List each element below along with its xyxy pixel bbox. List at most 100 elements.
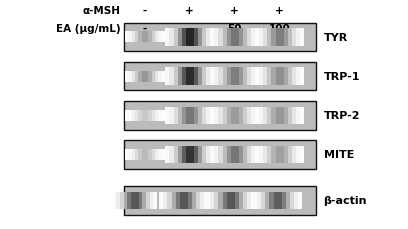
Bar [292, 146, 296, 163]
Bar [149, 32, 152, 43]
Bar [300, 29, 304, 46]
Bar [202, 29, 206, 46]
Bar [149, 110, 152, 121]
Bar [128, 32, 132, 43]
Bar [226, 192, 231, 209]
Bar [243, 107, 247, 124]
Bar [284, 29, 288, 46]
Bar [200, 192, 204, 209]
Bar [279, 29, 284, 46]
Bar [132, 32, 135, 43]
Bar [162, 110, 165, 121]
Bar [247, 68, 251, 85]
Bar [169, 29, 174, 46]
Bar [182, 146, 186, 163]
Bar [158, 110, 162, 121]
Text: -: - [143, 24, 147, 34]
Bar [279, 68, 284, 85]
Bar [214, 146, 219, 163]
Bar [288, 146, 292, 163]
Bar [145, 71, 149, 82]
Bar [162, 32, 165, 43]
Bar [218, 146, 223, 163]
Bar [218, 29, 223, 46]
Bar [190, 29, 194, 46]
Bar [271, 29, 276, 46]
Bar [138, 32, 142, 43]
Bar [142, 110, 145, 121]
Bar [145, 32, 149, 43]
Bar [177, 29, 182, 46]
Bar [218, 192, 223, 209]
Bar [182, 29, 186, 46]
Bar [204, 192, 208, 209]
Text: +: + [230, 6, 239, 16]
Bar [243, 146, 247, 163]
Bar [165, 29, 170, 46]
Text: +: + [275, 6, 284, 16]
Bar [243, 68, 247, 85]
Bar [145, 149, 149, 160]
Bar [292, 68, 296, 85]
Bar [271, 68, 276, 85]
Bar [206, 68, 211, 85]
Text: TRP-1: TRP-1 [324, 72, 360, 82]
Bar [145, 110, 149, 121]
Bar [210, 29, 215, 46]
Bar [267, 68, 272, 85]
Bar [206, 29, 211, 46]
Bar [231, 146, 235, 163]
Bar [251, 68, 255, 85]
Bar [125, 149, 129, 160]
Bar [210, 107, 215, 124]
Bar [239, 107, 243, 124]
Bar [300, 146, 304, 163]
Bar [182, 107, 186, 124]
Text: α-MSH: α-MSH [82, 6, 120, 16]
Bar [192, 192, 196, 209]
Bar [288, 107, 292, 124]
Bar [271, 146, 276, 163]
Bar [231, 107, 235, 124]
Bar [269, 192, 274, 209]
Bar [235, 68, 239, 85]
Bar [124, 62, 316, 91]
Bar [284, 68, 288, 85]
Bar [171, 192, 176, 209]
Bar [286, 192, 290, 209]
Bar [292, 107, 296, 124]
Bar [128, 110, 132, 121]
Bar [255, 107, 259, 124]
Bar [202, 68, 206, 85]
Bar [292, 29, 296, 46]
Bar [263, 68, 268, 85]
Bar [210, 107, 215, 124]
Bar [150, 192, 153, 209]
Bar [186, 146, 190, 163]
Bar [138, 149, 142, 160]
Bar [214, 192, 219, 209]
Bar [251, 29, 255, 46]
Bar [165, 146, 170, 163]
Bar [210, 68, 215, 85]
Bar [173, 107, 178, 124]
Bar [206, 146, 211, 163]
Bar [198, 107, 202, 124]
Text: -: - [143, 6, 147, 16]
Bar [279, 107, 284, 124]
Bar [239, 146, 243, 163]
Bar [275, 107, 280, 124]
Bar [152, 32, 155, 43]
Bar [226, 68, 231, 85]
Bar [263, 29, 268, 46]
Bar [138, 71, 142, 82]
Bar [125, 110, 129, 121]
Bar [142, 71, 145, 82]
Bar [120, 192, 124, 209]
Bar [259, 29, 264, 46]
Bar [296, 107, 300, 124]
Bar [259, 107, 264, 124]
Bar [226, 146, 231, 163]
Text: TRP-2: TRP-2 [324, 111, 360, 121]
Bar [135, 110, 138, 121]
